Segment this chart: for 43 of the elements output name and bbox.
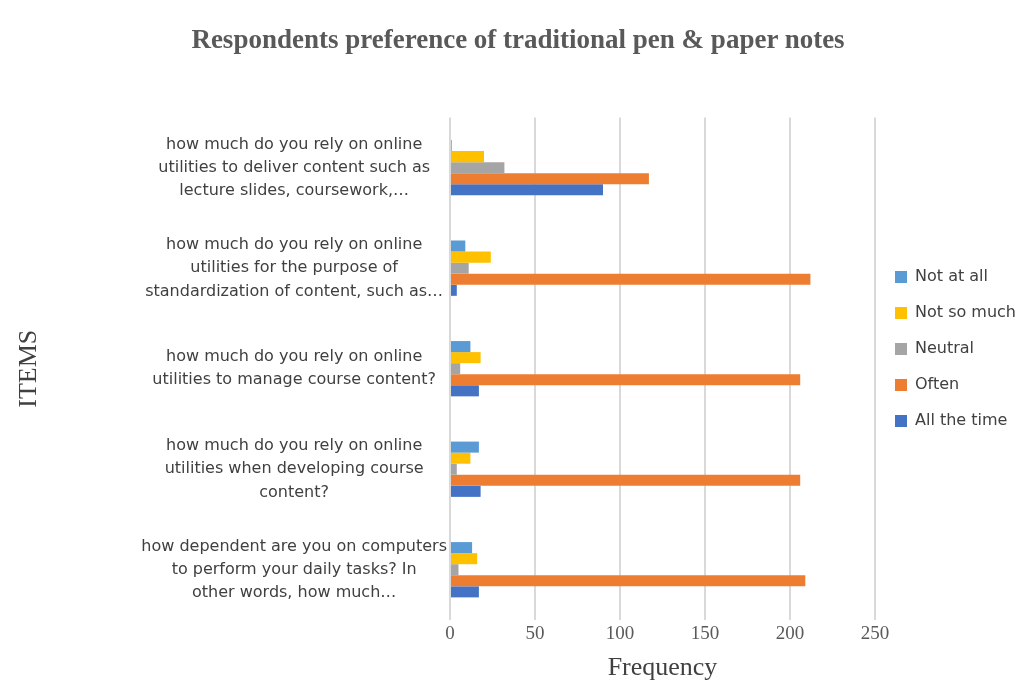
bar: [451, 463, 457, 475]
x-tick-label: 150: [690, 622, 720, 644]
bar: [451, 162, 505, 174]
bar: [451, 173, 649, 185]
bar: [451, 564, 459, 576]
y-tick-label: how much do you rely on online utilities for the purpose of standardization of content, such as…: [145, 234, 444, 300]
legend-label: Not at all: [915, 266, 988, 286]
bar: [451, 452, 471, 464]
chart-title: Respondents preference of traditional pen & paper notes: [191, 24, 845, 55]
x-axis-title: Frequency: [607, 652, 718, 682]
x-tick-label: 250: [860, 622, 890, 644]
legend-label: Often: [915, 374, 960, 394]
bar: [451, 240, 466, 252]
legend-label: Not so much: [915, 302, 1017, 322]
bar: [451, 284, 457, 296]
bar: [451, 586, 479, 598]
bar: [451, 251, 491, 263]
bar: [451, 542, 473, 554]
y-tick-label: how much do you rely on online utilities to deliver content such as lecture slides, coursework,…: [158, 133, 431, 200]
bar: [451, 273, 811, 285]
x-tick-label: 200: [775, 622, 805, 644]
bar: [451, 341, 471, 353]
x-tick-label: 50: [525, 622, 545, 644]
bar: [451, 575, 806, 587]
bar: [451, 352, 481, 364]
bar: [451, 363, 461, 375]
bar: [451, 151, 484, 163]
bar: [451, 374, 801, 386]
y-axis-title: ITEMS: [13, 329, 43, 408]
bar: [451, 262, 469, 274]
y-tick-label: how much do you rely on online utilities to manage course content?: [152, 346, 436, 389]
y-tick-label: how much do you rely on online utilities when developing course content?: [164, 435, 424, 501]
x-tick-label: 100: [605, 622, 635, 644]
bar: [451, 474, 801, 486]
bar: [451, 441, 479, 453]
bar: [451, 385, 479, 397]
bar: [451, 553, 478, 565]
x-tick-label: 0: [445, 622, 455, 644]
legend-label: Neutral: [915, 338, 975, 358]
y-tick-label: how dependent are you on computers to perform your daily tasks? In other words, how much…: [141, 535, 447, 602]
legend-label: All the time: [915, 410, 1008, 430]
bar: [451, 485, 481, 497]
bar: [451, 184, 603, 196]
